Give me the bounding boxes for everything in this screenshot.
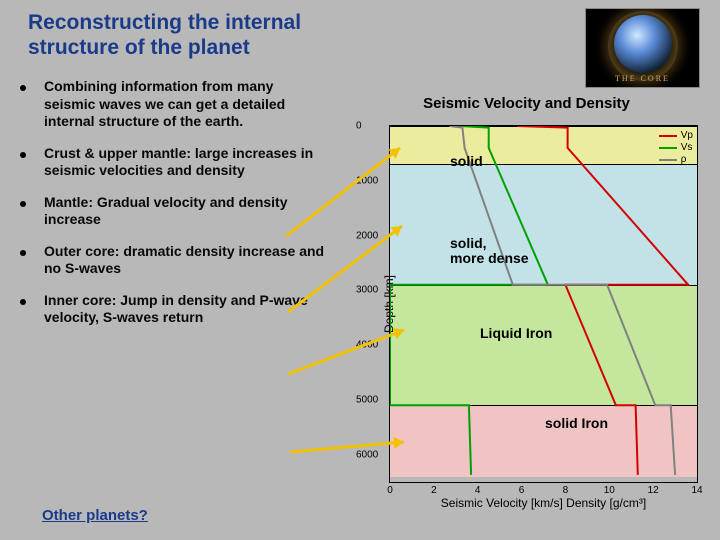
chart-xtick: 0 [387,485,393,496]
chart-xtick: 12 [648,485,659,496]
chart-region-label: solid Iron [545,416,608,431]
chart-xtick: 8 [563,485,569,496]
legend-label: ρ [681,154,687,165]
chart-xtick: 6 [519,485,525,496]
chart-xtick: 14 [691,485,702,496]
legend-item: Vp [659,130,693,141]
page-title: Reconstructing the internal structure of… [28,10,388,60]
bullet-dot [20,152,26,158]
bullet-text: Combining information from many seismic … [44,78,325,131]
chart-xlabel: Seismic Velocity [km/s] Density [g/cm³] [390,496,697,510]
bullet-text: Mantle: Gradual velocity and density inc… [44,194,325,229]
seismic-chart: Seismic Velocity and Density Depth [km] … [349,95,704,515]
bullet-item: Outer core: dramatic density increase an… [20,243,325,278]
chart-xtick: 4 [475,485,481,496]
legend-item: ρ [659,154,693,165]
chart-plot-area: Depth [km] Seismic Velocity [km/s] Densi… [389,125,698,483]
legend-label: Vp [681,130,693,141]
bullet-dot [20,299,26,305]
bullet-item: Combining information from many seismic … [20,78,325,131]
chart-ytick: 5000 [356,394,378,405]
legend-item: Vs [659,142,693,153]
thumbnail-caption: THE CORE [586,74,699,83]
chart-xtick: 2 [431,485,437,496]
other-planets-link[interactable]: Other planets? [42,507,148,524]
thumbnail-globe [614,15,672,73]
chart-svg [390,126,697,482]
chart-ytick: 6000 [356,449,378,460]
bullet-dot [20,201,26,207]
bullet-item: Mantle: Gradual velocity and density inc… [20,194,325,229]
chart-region-label: Liquid Iron [480,326,552,341]
bullet-text: Crust & upper mantle: large increases in… [44,145,325,180]
movie-thumbnail: THE CORE [585,8,700,88]
chart-ytick: 4000 [356,340,378,351]
chart-ytick: 3000 [356,285,378,296]
bullet-list: Combining information from many seismic … [20,78,325,341]
bullet-text: Outer core: dramatic density increase an… [44,243,325,278]
legend-swatch [659,147,677,149]
bullet-item: Inner core: Jump in density and P-wave v… [20,292,325,327]
chart-legend: VpVsρ [659,130,693,166]
bullet-text: Inner core: Jump in density and P-wave v… [44,292,325,327]
bullet-dot [20,250,26,256]
legend-label: Vs [681,142,693,153]
chart-ytick: 1000 [356,175,378,186]
bullet-item: Crust & upper mantle: large increases in… [20,145,325,180]
chart-series-Vs [390,126,548,475]
chart-xtick: 10 [604,485,615,496]
legend-swatch [659,159,677,161]
legend-swatch [659,135,677,137]
chart-title: Seismic Velocity and Density [349,95,704,112]
chart-ytick: 0 [356,121,362,132]
chart-region-label: solid, more dense [450,236,529,267]
chart-region-label: solid [450,154,483,169]
bullet-dot [20,85,26,91]
chart-ytick: 2000 [356,230,378,241]
